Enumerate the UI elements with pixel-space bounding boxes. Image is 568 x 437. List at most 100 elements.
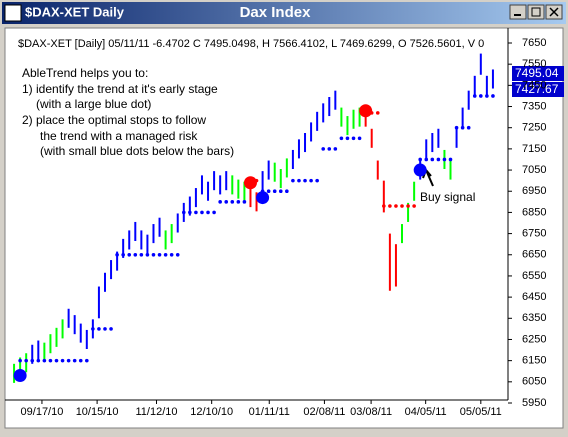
stop-dot [224,200,229,204]
stop-dot [418,157,422,162]
info-line: $DAX-XET [Daily] 05/11/11 -6.4702 C 7495… [18,38,484,50]
stop-dot [424,157,429,162]
stop-dot [169,252,174,257]
y-tick-label: 7050 [522,164,546,176]
close-icon [549,7,559,17]
stop-dot [181,210,186,215]
y-tick-label: 6450 [522,291,546,303]
y-tick-label: 6750 [522,227,546,239]
stop-dot [97,327,101,331]
stop-dot [91,327,95,331]
stop-dot [78,358,83,363]
stop-dot [36,358,41,363]
window-buttons [509,4,563,20]
stop-dot [206,210,210,215]
stop-dot [303,178,307,183]
stop-dot [85,358,89,363]
stop-dot [400,204,404,208]
stop-dot [479,94,483,98]
x-tick-label: 11/12/10 [136,406,178,418]
y-tick-label: 6050 [522,376,546,388]
stop-dot [442,157,447,162]
price-box [512,82,564,97]
y-tick-label: 5950 [522,397,546,409]
chart-title: Dax Index [240,4,312,21]
stop-dot [345,136,350,141]
signal-dot [256,191,270,205]
stop-dot [218,200,222,204]
stop-dot [54,358,59,363]
stop-dot [200,210,204,215]
stop-dot [466,125,471,130]
stop-dot [485,94,489,98]
stop-dot [48,358,53,363]
stop-dot [175,252,180,257]
stop-dot [60,358,65,363]
stop-dot [139,252,144,257]
y-tick-label: 6650 [522,249,546,261]
stop-dot [127,252,132,257]
stop-dot [236,200,241,204]
y-tick-label: 7650 [522,37,546,49]
maximize-icon [531,7,541,17]
maximize-button[interactable] [527,4,545,20]
y-tick-label: 7250 [522,122,546,134]
stop-dot [436,157,441,162]
stop-dot [472,94,477,98]
stop-dot [115,252,119,257]
stop-dot [339,136,344,141]
stop-dot [448,157,453,162]
minimize-button[interactable] [509,4,527,20]
stop-dot [309,178,313,183]
stop-dot [412,204,416,208]
title-bar [2,2,566,24]
signal-label: Buy signal [420,190,475,204]
x-tick-label: 10/15/10 [76,406,119,418]
stop-dot [242,200,247,204]
stop-dot [157,252,162,257]
stop-dot [357,136,362,141]
y-tick-label: 6150 [522,355,546,367]
price-box-label: 7495.04 [515,66,559,80]
stop-dot [278,189,283,194]
x-tick-label: 12/10/10 [190,406,233,418]
x-tick-label: 09/17/10 [21,406,64,418]
stop-dot [454,125,459,130]
stop-dot [351,136,356,141]
stop-dot [266,189,271,194]
x-tick-label: 05/05/11 [460,406,502,418]
stop-dot [163,252,168,257]
x-tick-label: 04/05/11 [405,406,447,418]
y-tick-label: 6850 [522,206,546,218]
annotation: (with a large blue dot) [36,97,151,111]
chart-panel [4,27,564,429]
stop-dot [285,189,289,194]
stop-dot [430,157,435,162]
y-tick-label: 6550 [522,270,546,282]
signal-dot [243,176,257,190]
stop-dot [18,358,22,363]
y-tick-label: 7450 [522,79,546,91]
y-tick-label: 7550 [522,58,546,70]
x-tick-label: 01/11/11 [249,406,290,418]
y-tick-label: 6350 [522,312,546,324]
stop-dot [460,125,465,130]
y-tick-label: 7350 [522,100,546,112]
stop-dot [272,189,277,194]
stop-dot [315,178,319,183]
stop-dot [327,147,332,151]
y-tick-label: 6250 [522,333,546,345]
price-box-label: 7427.67 [515,82,559,96]
app-icon [4,4,22,22]
stop-dot [188,210,192,215]
y-tick-label: 7150 [522,143,546,155]
price-boxes: 7495.04 7427.67 [512,66,564,97]
stop-dot [394,204,398,208]
stop-dot [230,200,235,204]
stop-dot [72,358,77,363]
stop-dot [133,252,138,257]
x-tick-label: 03/08/11 [350,406,392,418]
stop-dot [103,327,107,331]
stop-dot [382,204,386,208]
